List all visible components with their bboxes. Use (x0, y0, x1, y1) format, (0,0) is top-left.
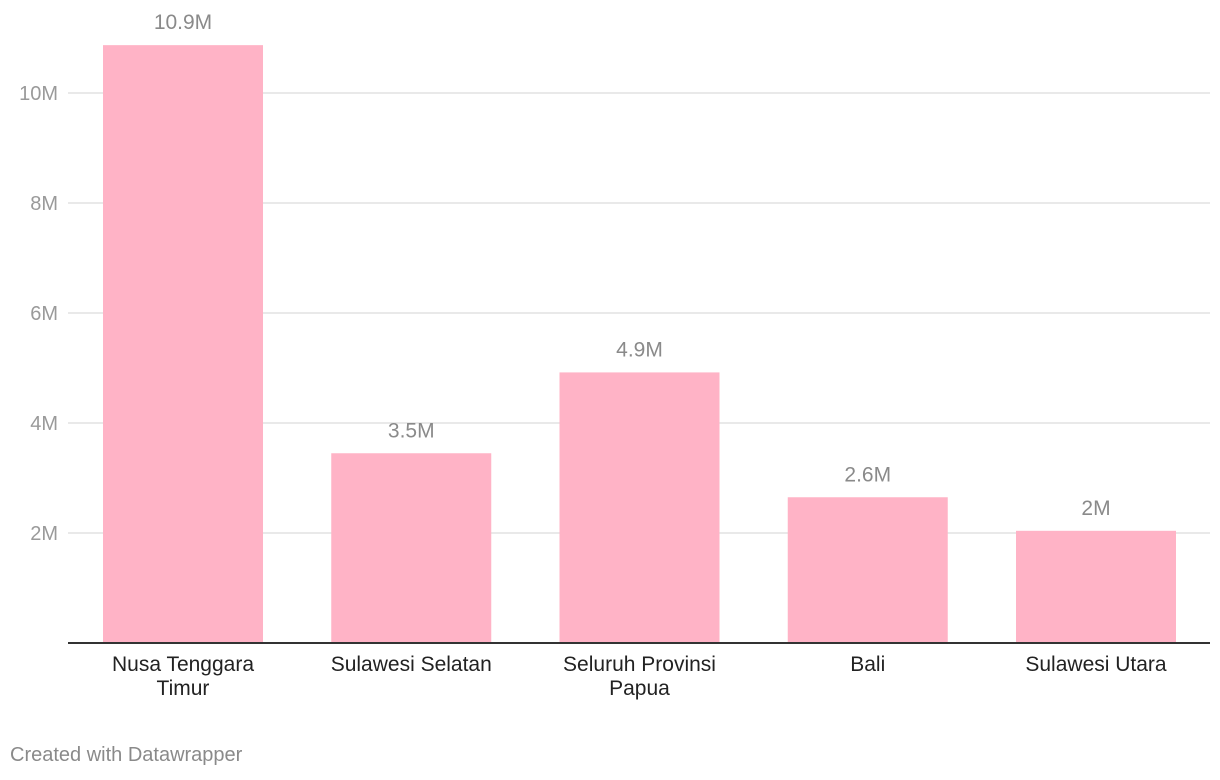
bar-value-label: 2M (1081, 497, 1110, 520)
x-category-label-line: Sulawesi Utara (1025, 653, 1167, 676)
x-category-label: Nusa Tenggara Timur (112, 653, 254, 700)
credit-text: Created with Datawrapper (10, 744, 243, 766)
y-tick-label: 10M (19, 83, 58, 105)
bar-value-label: 10.9M (154, 11, 212, 34)
y-tick-label: 4M (30, 413, 58, 435)
bar (331, 453, 492, 643)
x-category-label-line: Sulawesi Selatan (331, 653, 492, 676)
bar (103, 45, 263, 643)
bar (1016, 530, 1176, 643)
bar (787, 497, 948, 643)
y-tick-label: 6M (30, 303, 58, 325)
bar-value-label: 3.5M (388, 419, 435, 442)
x-category-label: Bali (850, 653, 885, 676)
x-category-label-line: Nusa Tenggara (112, 653, 254, 676)
y-tick-label: 8M (30, 193, 58, 215)
x-category-label-line: Papua (609, 677, 670, 700)
x-category-label-line: Bali (850, 653, 885, 676)
y-axis-tick-labels: 2M 4M 6M 8M 10M (19, 83, 58, 545)
bar-value-label: 4.9M (616, 338, 663, 361)
bar (559, 372, 720, 643)
y-tick-label: 2M (30, 523, 58, 545)
bars (103, 45, 1176, 643)
x-category-label: Sulawesi Utara (1025, 653, 1167, 676)
x-category-label: Seluruh Provinsi Papua (563, 653, 716, 700)
x-category-label-line: Seluruh Provinsi (563, 653, 716, 676)
x-category-label-line: Timur (157, 677, 210, 700)
value-labels: 10.9M 3.5M 4.9M 2.6M 2M (154, 11, 1111, 520)
x-axis-category-labels: Nusa Tenggara Timur Sulawesi Selatan Seluru… (112, 653, 1167, 700)
x-category-label: Sulawesi Selatan (331, 653, 492, 676)
bar-value-label: 2.6M (844, 463, 891, 486)
